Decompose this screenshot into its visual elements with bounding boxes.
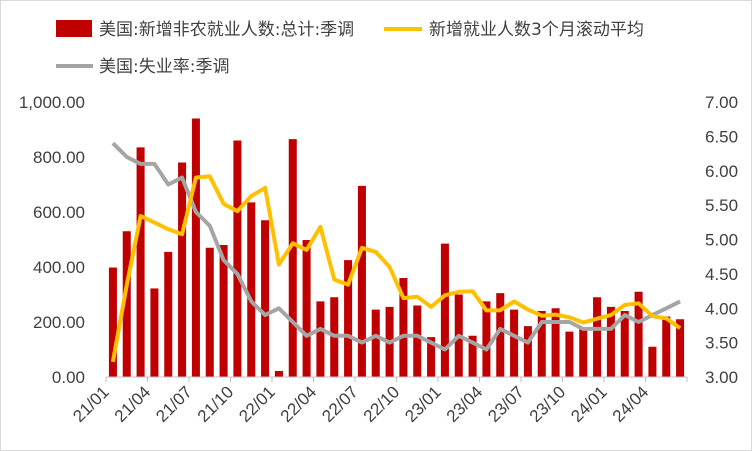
bar: [648, 346, 657, 377]
bar: [261, 220, 270, 377]
x-axis-tick-label: 22/10: [360, 382, 404, 426]
bar: [178, 162, 187, 377]
right-axis-tick-label: 5.50: [705, 196, 738, 215]
bar: [593, 297, 602, 377]
bar: [288, 139, 297, 377]
right-axis-tick-label: 5.00: [705, 231, 738, 250]
bar: [191, 118, 200, 377]
legend-label-payrolls: 美国:新增非农就业人数:总计:季调: [99, 20, 354, 40]
right-axis-tick-label: 6.50: [705, 127, 738, 146]
x-axis-tick-label: 22/07: [318, 382, 362, 426]
x-axis-tick-label: 21/01: [69, 382, 113, 426]
bar: [108, 267, 117, 377]
bar: [274, 370, 283, 377]
x-axis-tick-label: 23/04: [443, 382, 487, 426]
bar: [565, 331, 574, 377]
bar: [606, 306, 615, 377]
bar: [164, 251, 173, 377]
bar: [233, 140, 242, 377]
line-unemployment-rate: [111, 141, 681, 352]
bar: [440, 243, 449, 377]
bar: [662, 316, 671, 377]
x-axis-tick-label: 22/01: [235, 382, 279, 426]
bar: [136, 147, 145, 377]
x-axis-tick-label: 23/01: [401, 382, 445, 426]
bar: [357, 185, 366, 377]
bar: [468, 335, 477, 377]
bar: [122, 231, 131, 377]
right-axis-tick-label: 4.50: [705, 265, 738, 284]
bar: [399, 278, 408, 377]
bar: [537, 311, 546, 377]
bar: [510, 309, 519, 377]
left-axis-tick-label: 200.00: [33, 313, 85, 332]
x-axis-tick-label: 22/04: [277, 382, 321, 426]
bar: [620, 311, 629, 377]
right-axis-tick-label: 4.00: [705, 299, 738, 318]
bar: [205, 247, 214, 377]
bar: [579, 327, 588, 377]
bar: [523, 326, 532, 377]
bar: [634, 291, 643, 377]
legend-label-average: 新增就业人数3个月滚动平均: [429, 20, 644, 40]
x-axis-tick-label: 24/04: [609, 382, 653, 426]
bar: [413, 305, 422, 377]
bar: [316, 301, 325, 377]
x-axis-tick-label: 23/10: [526, 382, 570, 426]
left-axis-tick-label: 400.00: [33, 258, 85, 277]
right-axis-tick-label: 3.50: [705, 334, 738, 353]
left-axis-tick-label: 800.00: [33, 148, 85, 167]
bar: [344, 260, 353, 377]
x-axis-tick-label: 21/07: [152, 382, 196, 426]
bar: [496, 293, 505, 377]
right-axis-tick-label: 3.00: [705, 368, 738, 387]
left-axis-tick-label: 1,000.00: [19, 93, 85, 112]
bar: [247, 202, 256, 377]
line-3month-average: [110, 174, 682, 363]
x-axis-tick-label: 21/04: [111, 382, 155, 426]
bar: [427, 337, 436, 377]
bar: [482, 301, 491, 377]
x-axis-tick-label: 23/07: [484, 382, 528, 426]
left-axis-tick-label: 0.00: [52, 368, 85, 387]
left-axis-tick-label: 600.00: [33, 203, 85, 222]
bar: [676, 319, 685, 377]
bar: [371, 309, 380, 377]
right-axis-tick-label: 6.00: [705, 162, 738, 181]
right-axis-tick-label: 7.00: [705, 93, 738, 112]
x-axis-tick-label: 21/10: [194, 382, 238, 426]
bar: [551, 308, 560, 377]
bar: [302, 240, 311, 377]
bar: [219, 245, 228, 377]
legend-swatch-payrolls: [56, 20, 92, 37]
bar: [150, 288, 159, 377]
x-axis-tick-label: 24/01: [567, 382, 611, 426]
legend-label-unemployment: 美国:失业率:季调: [99, 57, 229, 77]
